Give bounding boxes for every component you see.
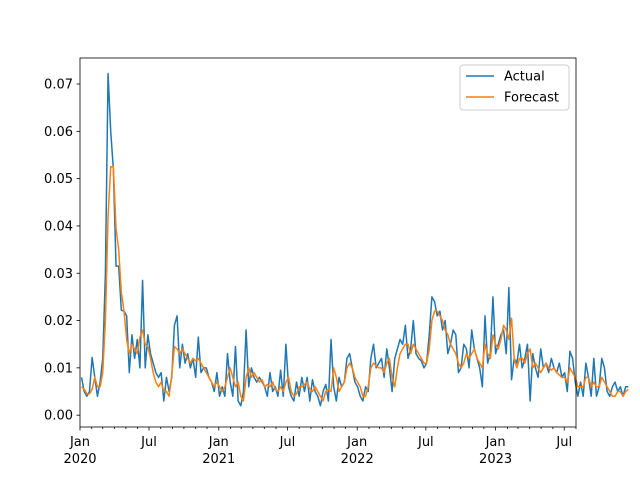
x-tick-label: Jul [417, 435, 434, 450]
x-tick-label: Jan [69, 435, 90, 450]
x-tick-label: Jul [140, 435, 157, 450]
x-tick-label: Jan [485, 435, 506, 450]
y-tick-label: 0.05 [44, 172, 73, 187]
series-line-forecast [81, 166, 629, 402]
x-tick-label: Jan [346, 435, 367, 450]
x-tick-label: Jan [208, 435, 229, 450]
y-tick-label: 0.03 [44, 267, 73, 282]
x-tick-label: Jul [555, 435, 572, 450]
legend-label-forecast: Forecast [504, 91, 559, 106]
series-line-actual [80, 72, 629, 407]
y-tick-label: 0.01 [44, 361, 73, 376]
y-tick-label: 0.06 [44, 125, 73, 140]
x-axis: Jan 2020 Jul Jan 2021 Jul Jan 2022 Jul Jan 2023 Jul [63, 427, 577, 467]
legend-label-actual: Actual [504, 70, 545, 85]
x-tick-year-label: 2021 [202, 452, 235, 467]
y-tick-label: 0.02 [44, 314, 73, 329]
legend: Actual Forecast [459, 64, 570, 111]
x-tick-year-label: 2022 [341, 452, 374, 467]
x-tick-year-label: 2023 [479, 452, 512, 467]
series-layer [80, 72, 629, 407]
axes-frame [79, 57, 577, 428]
x-tick-year-label: 2020 [63, 452, 96, 467]
y-tick-label: 0.07 [44, 78, 73, 93]
y-tick-label: 0.04 [44, 219, 73, 234]
y-tick-label: 0.00 [44, 409, 73, 424]
x-tick-label: Jul [279, 435, 296, 450]
y-axis: 0.00 0.01 0.02 0.03 0.04 0.05 0.06 0.07 [44, 78, 80, 424]
